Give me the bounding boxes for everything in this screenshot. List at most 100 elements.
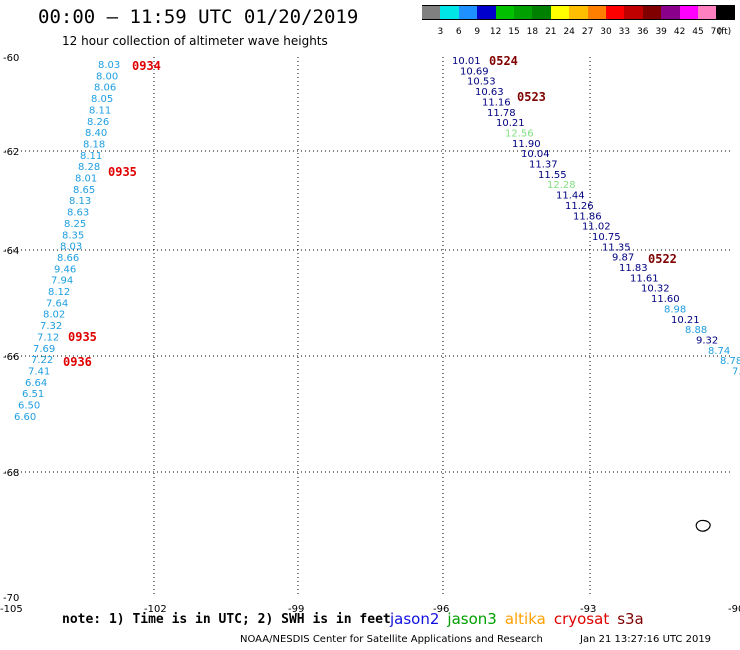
lat-tick-label: -64 <box>3 246 19 257</box>
island-coastline <box>695 519 711 532</box>
swh-value: 11.35 <box>602 242 631 253</box>
colorbar-label: 9 <box>474 27 481 37</box>
colorbar-label: 33 <box>618 27 631 37</box>
swh-value: 8.66 <box>57 253 79 264</box>
swh-value: 8.35 <box>62 230 84 241</box>
colorbar-swatch <box>587 5 606 20</box>
colorbar-swatch <box>458 5 478 20</box>
island-outline <box>695 519 711 532</box>
colorbar-label: 42 <box>673 27 686 37</box>
swh-value: 8.05 <box>91 94 113 105</box>
swh-value: 7.41 <box>28 366 50 377</box>
swh-value: 8.28 <box>78 162 100 173</box>
swh-value: 7.64 <box>46 298 68 309</box>
colorbar-swatch <box>495 5 514 20</box>
swh-value: 6.64 <box>25 378 47 389</box>
colorbar-swatch <box>514 5 533 20</box>
swh-value: 8.65 <box>73 185 95 196</box>
swh-value: 12.56 <box>505 128 534 139</box>
swh-value: 10.69 <box>460 66 489 77</box>
colorbar-label: 15 <box>508 27 520 37</box>
swh-value: 10.53 <box>467 77 496 88</box>
swh-value: 12.28 <box>547 180 576 191</box>
pass-time-label: 0524 <box>489 54 518 68</box>
swh-value: 7.22 <box>31 355 53 366</box>
swh-value: 8.12 <box>48 287 70 298</box>
swh-value: 8.03 <box>60 242 82 253</box>
swh-value: 10.32 <box>641 284 670 295</box>
swh-value: 8.06 <box>94 83 116 94</box>
colorbar-swatch <box>661 5 680 20</box>
colorbar-swatch <box>606 5 625 20</box>
swh-value: 10.21 <box>671 315 700 326</box>
pass-time-label: 0936 <box>63 355 92 369</box>
swh-value: 10.63 <box>475 87 504 98</box>
swh-value: 11.61 <box>630 273 659 284</box>
legend-entry-altika: altika <box>504 610 546 628</box>
swh-value: 8.00 <box>96 71 118 82</box>
swh-value: 10.75 <box>592 232 621 243</box>
legend-entry-cryosat: cryosat <box>553 610 610 628</box>
swh-value: 9.87 <box>612 253 634 264</box>
swh-value: 8.11 <box>89 105 111 116</box>
swh-value: 8.98 <box>664 304 686 315</box>
east-altimeter-track: 10.0110.6910.5310.6311.1611.7810.2112.56… <box>452 56 740 378</box>
lat-tick-label: -66 <box>3 352 19 363</box>
swh-value: 6.51 <box>22 389 44 400</box>
swh-value: 11.02 <box>582 222 611 233</box>
subtitle: 12 hour collection of altimeter wave hei… <box>62 34 328 48</box>
lat-tick-label: -62 <box>3 147 19 158</box>
satellite-legend: jason2 jason3 altika cryosat s3a <box>390 610 652 628</box>
swh-value: 6.50 <box>18 401 40 412</box>
legend-entry-jason3: jason3 <box>447 610 497 628</box>
west-altimeter-track: 8.038.008.068.058.118.268.408.188.118.28… <box>14 60 120 423</box>
page-title: 00:00 – 11:59 UTC 01/20/2019 <box>38 6 359 28</box>
swh-value: 10.04 <box>521 149 550 160</box>
colorbar-label: 6 <box>455 27 462 37</box>
legend-entry-s3a: s3a <box>617 610 644 628</box>
colorbar-swatch <box>716 5 735 20</box>
swh-value: 11.26 <box>565 201 594 212</box>
lon-tick-label: -99 <box>288 604 304 615</box>
pass-time-labels: 0934 0935 0935 0936 0524 0523 0522 <box>63 54 677 369</box>
lon-tick-label: -105 <box>0 604 23 615</box>
generation-timestamp: Jan 21 13:27:16 UTC 2019 <box>580 634 712 645</box>
swh-value: 8.01 <box>75 174 97 185</box>
pass-time-label: 0522 <box>648 252 677 266</box>
footnote: note: 1) Time is in UTC; 2) SWH is in fe… <box>62 612 391 627</box>
swh-value: 9.46 <box>54 264 76 275</box>
colorbar-label: 21 <box>545 27 557 37</box>
colorbar-swatch <box>422 5 441 20</box>
credit-line: NOAA/NESDIS Center for Satellite Applica… <box>240 634 543 645</box>
swh-value: 7.32 <box>40 321 62 332</box>
swh-value: 8.78 <box>720 356 740 367</box>
map-grid <box>5 57 733 597</box>
swh-value: 11.78 <box>487 108 516 119</box>
swh-value: 8.18 <box>83 139 105 150</box>
swh-value: 8.74 <box>708 346 730 357</box>
colorbar-label: 39 <box>655 27 667 37</box>
pass-time-label: 0523 <box>517 90 546 104</box>
swh-value: 8.40 <box>85 128 107 139</box>
colorbar-label: 24 <box>563 27 575 37</box>
swh-value: 11.16 <box>482 97 511 108</box>
swh-value: 8.11 <box>80 151 102 162</box>
colorbar-swatch <box>569 5 588 20</box>
swh-value: 8.26 <box>87 117 109 128</box>
lat-tick-label: -70 <box>3 593 19 604</box>
swh-value: 7.12 <box>37 332 59 343</box>
swh-value: 7.94 <box>51 276 73 287</box>
swh-value: 8.25 <box>64 219 86 230</box>
colorbar-swatch <box>477 5 496 20</box>
colorbar-label: 70 <box>710 27 723 37</box>
colorbar-label: (ft) <box>717 27 732 37</box>
lon-tick-label: -93 <box>580 604 596 615</box>
colorbar-swatch <box>642 5 662 20</box>
swh-value: 7. <box>732 367 740 378</box>
pass-time-label: 0935 <box>68 330 97 344</box>
pass-time-label: 0934 <box>132 59 161 73</box>
colorbar-swatch <box>532 5 551 20</box>
swh-value: 9.32 <box>696 335 718 346</box>
colorbar-swatch <box>550 5 570 20</box>
